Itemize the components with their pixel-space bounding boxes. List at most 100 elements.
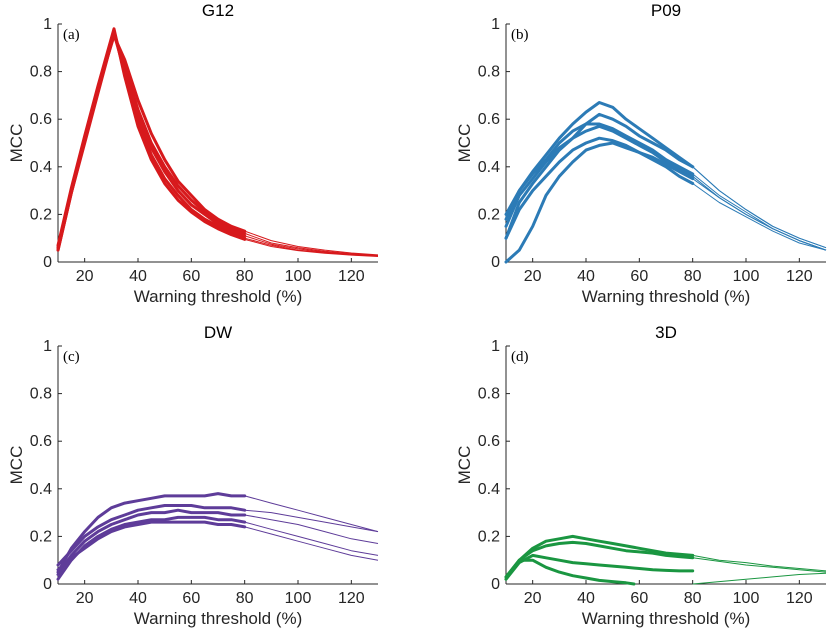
series-tail-5 <box>692 173 827 251</box>
x-tick-label: 80 <box>236 590 254 607</box>
x-tick-label: 40 <box>577 590 595 607</box>
x-tick-label: 60 <box>630 590 648 607</box>
x-tick-label: 20 <box>524 268 542 285</box>
series-line-2 <box>504 101 695 216</box>
series-tail-4 <box>244 521 379 556</box>
y-tick-label: 0 <box>491 576 500 593</box>
x-tick-label: 20 <box>76 268 94 285</box>
x-tick-label: 120 <box>338 268 365 285</box>
panel-tag: (d) <box>511 349 529 365</box>
series-line-4 <box>504 141 695 264</box>
series-line-1 <box>504 112 695 240</box>
y-tick-label: 0.8 <box>478 386 500 403</box>
y-tick-label: 0.4 <box>478 481 500 498</box>
series-tail-4 <box>692 178 827 251</box>
series-tail-5 <box>692 572 827 585</box>
x-tick-label: 100 <box>733 590 760 607</box>
panel-b: 20 40 60 80 100 120 0 0.2 0.4 0.6 0.8 1 Warning thre… <box>455 1 827 306</box>
series-tail-2 <box>692 557 827 573</box>
x-tick-label: 100 <box>285 268 312 285</box>
y-axis-label: MCC <box>7 124 26 163</box>
series-line-5 <box>56 32 247 252</box>
chart-title: 3D <box>655 323 677 342</box>
series-line-1 <box>504 534 695 581</box>
x-tick-label: 20 <box>76 590 94 607</box>
y-tick-label: 0.2 <box>478 528 500 545</box>
y-tick-label: 0.8 <box>30 386 52 403</box>
series-line-2 <box>504 540 695 579</box>
x-tick-label: 120 <box>338 590 365 607</box>
chart-title: G12 <box>202 1 234 20</box>
x-tick-label: 60 <box>630 268 648 285</box>
series-tail-1 <box>692 554 827 572</box>
series-line-6 <box>504 136 695 240</box>
series-tail-6 <box>692 183 827 251</box>
x-tick-label: 40 <box>129 590 147 607</box>
x-tick-label: 40 <box>577 268 595 285</box>
y-tick-label: 1 <box>43 338 52 355</box>
y-axis-label: MCC <box>455 124 474 163</box>
series-line-5 <box>504 122 695 221</box>
x-tick-label: 40 <box>129 268 147 285</box>
series-tail-4 <box>244 230 379 256</box>
y-tick-label: 0.2 <box>478 206 500 223</box>
series-line-3 <box>504 553 695 581</box>
y-tick-label: 0.6 <box>30 433 52 450</box>
x-tick-label: 80 <box>684 590 702 607</box>
panel-c: 20 40 60 80 100 120 0 0.2 0.4 0.6 0.8 1 Warning thre… <box>7 323 379 628</box>
series-tail-3 <box>692 175 827 251</box>
y-tick-label: 0.8 <box>30 64 52 81</box>
series-tail-3 <box>244 238 379 257</box>
chart-title: DW <box>204 323 232 342</box>
x-tick-label: 60 <box>182 590 200 607</box>
series-tail-5 <box>244 526 379 561</box>
panel-tag: (a) <box>63 27 80 43</box>
x-tick-label: 120 <box>786 590 813 607</box>
chart-title: P09 <box>651 1 681 20</box>
x-tick-label: 20 <box>524 590 542 607</box>
series-line-4 <box>56 515 247 581</box>
panel-a: 20 40 60 80 100 120 0 0.2 0.4 0.6 0.8 1 Warning thre… <box>7 1 379 306</box>
y-tick-label: 0.2 <box>30 528 52 545</box>
panel-tag: (c) <box>63 349 80 365</box>
x-tick-label: 100 <box>285 590 312 607</box>
y-tick-label: 0.6 <box>478 111 500 128</box>
x-axis-label: Warning threshold (%) <box>582 609 751 628</box>
y-tick-label: 0.8 <box>478 64 500 81</box>
series-line-2 <box>56 504 247 567</box>
series-line-5 <box>56 520 247 572</box>
series-tail-2 <box>244 509 379 533</box>
series-tail-1 <box>692 166 827 249</box>
x-axis-label: Warning threshold (%) <box>134 609 303 628</box>
y-tick-label: 0 <box>491 254 500 271</box>
y-tick-label: 1 <box>43 16 52 33</box>
panel-tag: (b) <box>511 27 529 43</box>
y-axis-label: MCC <box>455 446 474 485</box>
panel-d: 20 40 60 80 100 120 0 0.2 0.4 0.6 0.8 1 Warning thre… <box>455 323 827 628</box>
y-tick-label: 0.6 <box>30 111 52 128</box>
x-tick-label: 120 <box>786 268 813 285</box>
series-line-1 <box>56 492 247 574</box>
x-tick-label: 80 <box>236 268 254 285</box>
y-tick-label: 1 <box>491 338 500 355</box>
series-line-3 <box>56 508 247 576</box>
series-tail-5 <box>244 235 379 257</box>
series-line-3 <box>504 124 695 228</box>
y-tick-label: 0.2 <box>30 206 52 223</box>
y-tick-label: 0.4 <box>30 159 52 176</box>
y-axis-label: MCC <box>7 446 26 485</box>
y-tick-label: 0 <box>43 576 52 593</box>
series-line-4 <box>504 558 636 586</box>
y-tick-label: 0.4 <box>30 481 52 498</box>
series-tail-2 <box>244 232 379 256</box>
x-tick-label: 60 <box>182 268 200 285</box>
y-tick-label: 0.6 <box>478 433 500 450</box>
series-tail-3 <box>244 514 379 544</box>
series-tail-2 <box>692 166 827 249</box>
y-tick-label: 0.4 <box>478 159 500 176</box>
x-axis-label: Warning threshold (%) <box>134 287 303 306</box>
series-tail-1 <box>244 495 379 533</box>
x-tick-label: 80 <box>684 268 702 285</box>
y-tick-label: 1 <box>491 16 500 33</box>
